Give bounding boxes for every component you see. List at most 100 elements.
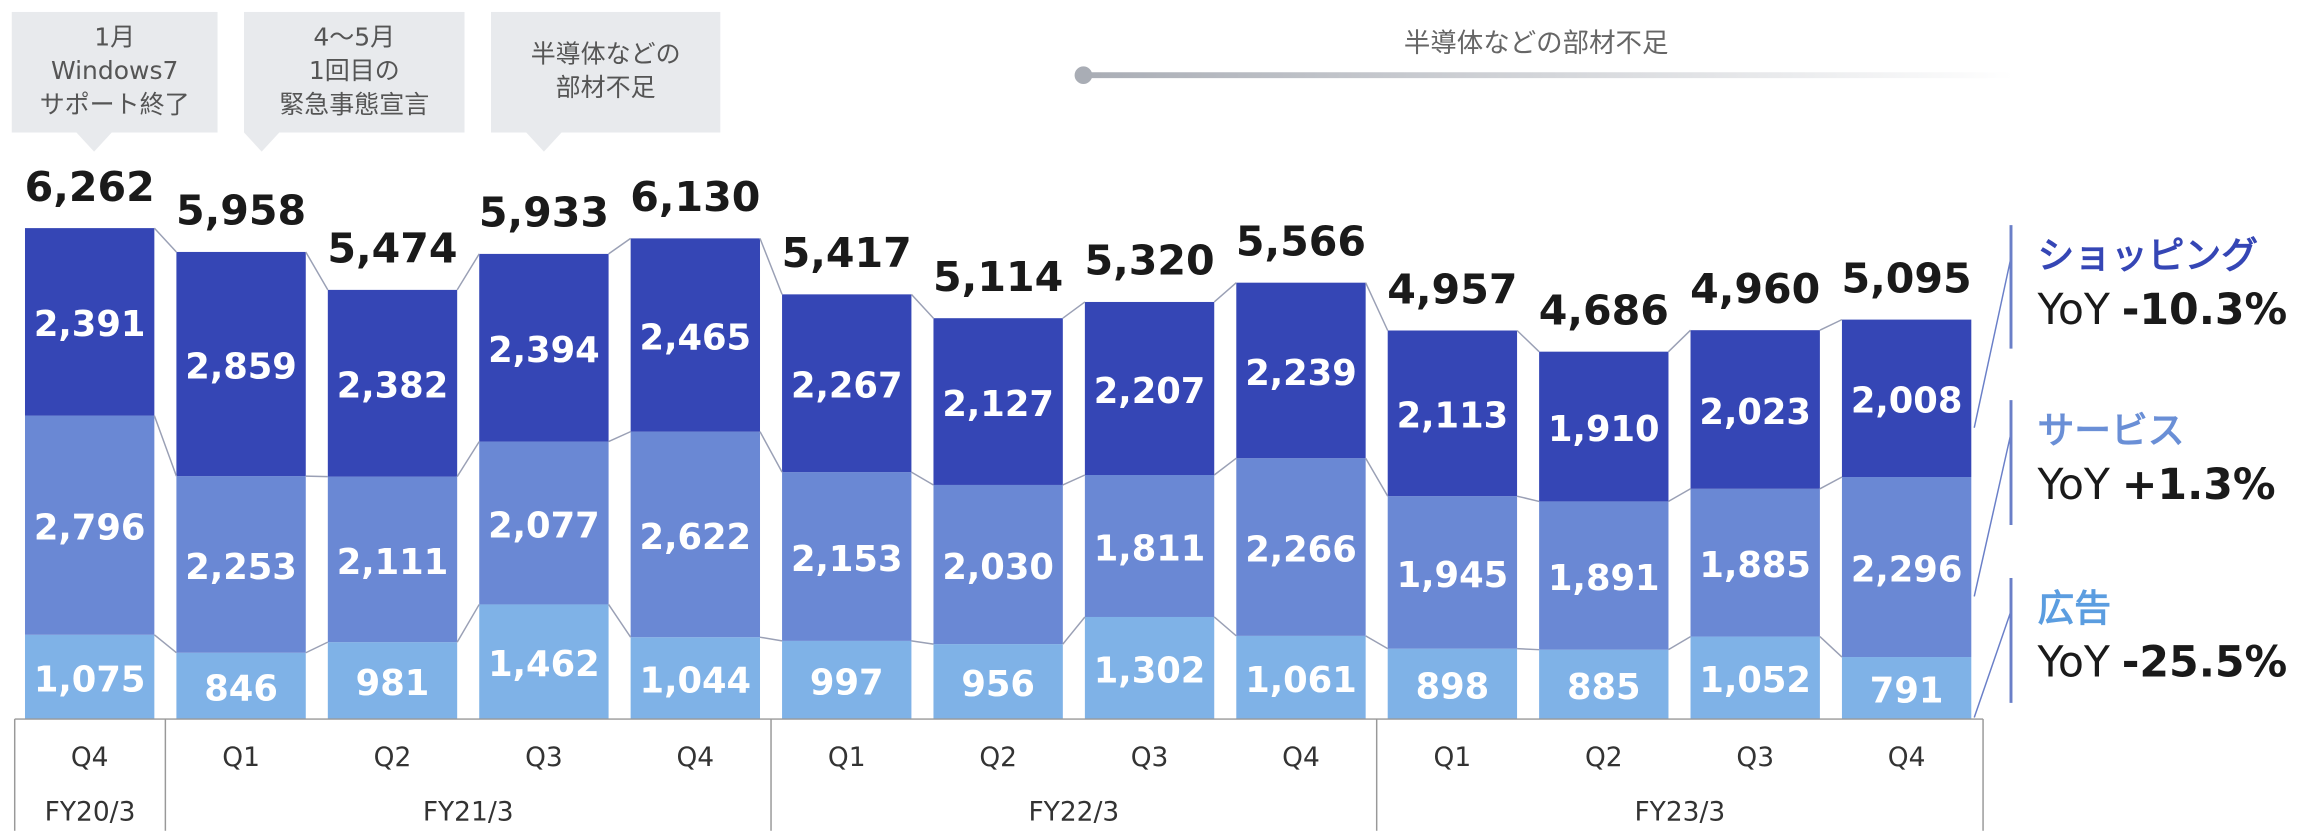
bar-segment — [1539, 501, 1669, 650]
connector — [153, 415, 178, 477]
callout-pointer — [526, 132, 562, 152]
value-label: 2,111 — [337, 542, 449, 583]
value-label: 1,891 — [1548, 558, 1660, 599]
legend-connector — [1973, 432, 2012, 597]
group-label: FY20/3 — [45, 797, 136, 828]
connector — [305, 251, 329, 291]
bar-segment — [24, 415, 155, 635]
yoy-prefix: YoY — [2036, 637, 2110, 687]
legend-name: 広告 — [2037, 587, 2111, 630]
group-label: FY23/3 — [1634, 797, 1725, 828]
bar-segment — [1387, 496, 1518, 649]
callout-text: 半導体などの — [531, 39, 681, 68]
value-label: 2,113 — [1397, 396, 1509, 437]
bar-segment — [176, 251, 306, 477]
callout-text: Windows7 — [51, 56, 178, 85]
connector — [1819, 318, 1843, 331]
callout-text: サポート終了 — [40, 90, 190, 119]
connector — [1365, 457, 1389, 497]
bar-segment — [479, 253, 609, 442]
value-label: 2,153 — [791, 539, 903, 580]
x-tick-label: Q4 — [1282, 742, 1320, 773]
connector — [1062, 474, 1086, 486]
connector — [608, 430, 631, 443]
value-label: 956 — [961, 664, 1035, 705]
connector — [1668, 488, 1691, 503]
connector — [1516, 329, 1540, 353]
bar-segment — [933, 644, 1063, 720]
connector — [1062, 616, 1086, 645]
callout-text: 緊急事態宣言 — [279, 90, 429, 119]
bar-segment — [782, 640, 912, 720]
connector — [910, 293, 935, 319]
bar-segment — [1690, 636, 1820, 720]
total-label: 5,417 — [782, 229, 912, 277]
bar-segment — [1841, 657, 1972, 720]
x-tick-label: Q3 — [525, 742, 563, 773]
connector — [759, 238, 783, 295]
total-label: 4,686 — [1539, 286, 1669, 334]
bar-segment — [1841, 477, 1972, 658]
connector — [759, 431, 783, 473]
value-label: 2,030 — [942, 547, 1054, 588]
value-label: 2,391 — [34, 304, 146, 345]
connector — [1365, 635, 1389, 650]
bar-segment — [327, 476, 458, 643]
value-label: 2,394 — [488, 330, 600, 371]
bar-segment — [327, 642, 458, 720]
connector — [1819, 476, 1843, 490]
value-label: 791 — [1870, 670, 1944, 711]
bar-segment — [1236, 458, 1366, 636]
value-label: 2,296 — [1851, 549, 1963, 590]
value-label: 1,811 — [1094, 528, 1206, 569]
bar-segment — [1084, 474, 1215, 617]
total-label: 5,474 — [327, 225, 457, 273]
total-label: 4,957 — [1387, 265, 1517, 313]
yoy-value: -25.5% — [2122, 637, 2288, 687]
group-label: FY21/3 — [423, 797, 514, 828]
connector — [153, 634, 177, 654]
total-label: 5,958 — [176, 187, 306, 235]
connector — [607, 604, 632, 638]
x-tick-label: Q4 — [71, 742, 109, 773]
value-label: 2,266 — [1245, 529, 1357, 570]
value-label: 2,622 — [640, 517, 752, 558]
bar-segment — [176, 652, 306, 720]
bar-segment — [1387, 648, 1518, 720]
span-annotation-text: 半導体などの部材不足 — [1404, 28, 1669, 59]
bar-segment — [630, 238, 761, 432]
connector — [1667, 329, 1692, 353]
connector — [456, 253, 480, 291]
value-label: 885 — [1567, 667, 1641, 708]
callout-pointer — [244, 132, 280, 152]
yoy-prefix: YoY — [2036, 284, 2110, 334]
value-label: 2,382 — [337, 366, 449, 407]
bar-segment — [1841, 319, 1972, 478]
legend-connector — [1973, 257, 2012, 428]
connector — [305, 475, 328, 478]
bar-segment — [782, 472, 912, 641]
value-label: 2,207 — [1094, 371, 1206, 412]
value-label: 1,302 — [1094, 650, 1206, 691]
bar-segment — [1539, 351, 1669, 502]
x-tick-label: Q3 — [1736, 742, 1774, 773]
value-label: 898 — [1416, 666, 1490, 707]
total-label: 4,960 — [1690, 265, 1820, 313]
connector — [1213, 282, 1237, 303]
legend-connector — [1973, 610, 2012, 718]
callout-box — [11, 11, 218, 133]
connector — [1062, 301, 1086, 319]
connector — [759, 636, 783, 642]
bar-segment — [1387, 330, 1518, 497]
yoy-value: -10.3% — [2122, 284, 2288, 334]
bar-segment — [933, 318, 1063, 485]
value-label: 2,008 — [1851, 381, 1963, 422]
bar-segment — [1084, 616, 1215, 720]
callout-box — [490, 11, 721, 133]
x-tick-label: Q1 — [1434, 742, 1472, 773]
yoy-prefix: YoY — [2036, 459, 2110, 509]
total-label: 5,114 — [933, 253, 1063, 301]
connector — [608, 237, 632, 255]
x-tick-label: Q2 — [979, 742, 1017, 773]
legend-name: ショッピング — [2037, 234, 2258, 277]
